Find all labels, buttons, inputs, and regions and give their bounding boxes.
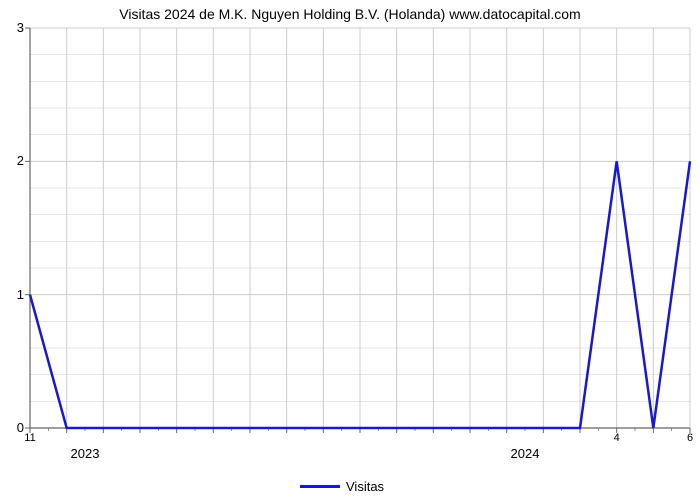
x-tick-minor-label: 6 <box>687 432 693 444</box>
y-tick-label: 1 <box>4 287 24 302</box>
legend-label: Visitas <box>346 479 384 494</box>
y-tick-label: 3 <box>4 20 24 35</box>
y-tick-label: 0 <box>4 420 24 435</box>
chart-plot <box>0 0 700 500</box>
x-tick-major-label: 2023 <box>71 446 100 461</box>
x-tick-major-label: 2024 <box>511 446 540 461</box>
legend-swatch <box>300 485 340 488</box>
legend: Visitas <box>300 478 384 494</box>
x-tick-minor-label: 11 <box>24 432 35 444</box>
x-tick-minor-label: 4 <box>614 432 620 444</box>
y-tick-label: 2 <box>4 153 24 168</box>
chart-container: Visitas 2024 de M.K. Nguyen Holding B.V.… <box>0 0 700 500</box>
